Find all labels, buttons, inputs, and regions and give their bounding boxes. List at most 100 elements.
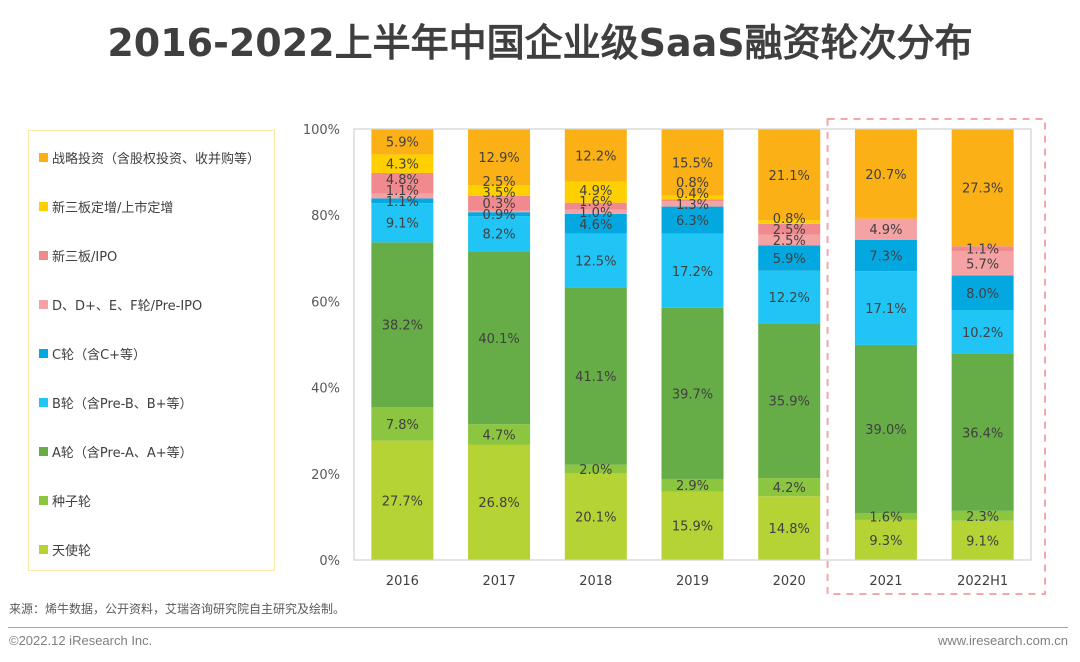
bar-segment — [564, 213, 627, 234]
data-label: 15.9% — [672, 520, 713, 535]
bar-segment — [371, 406, 434, 441]
data-label: 12.9% — [478, 151, 519, 166]
bar-segment — [371, 203, 434, 243]
bar-segment — [661, 129, 724, 196]
data-label: 2.5% — [483, 175, 516, 190]
data-label: 9.3% — [869, 534, 902, 549]
bar-segment — [564, 202, 627, 210]
legend-swatch — [39, 153, 48, 162]
data-label: 2.3% — [966, 510, 999, 525]
legend-swatch — [39, 398, 48, 407]
bar-segment — [564, 209, 627, 214]
legend-label: 新三板定增/上市定增 — [52, 201, 174, 216]
website-link[interactable]: www.iresearch.com.cn — [937, 633, 1068, 648]
bar-segment — [468, 185, 531, 196]
bar-segment — [951, 246, 1014, 251]
copyright: ©2022.12 iResearch Inc. — [9, 633, 153, 648]
data-label: 27.3% — [962, 181, 1003, 196]
bar-segment — [564, 181, 627, 203]
legend-label: B轮（含Pre-B、B+等） — [52, 397, 193, 412]
legend-item: 天使轮 — [39, 540, 91, 559]
y-tick-label: 80% — [311, 209, 340, 224]
data-label: 8.0% — [966, 287, 999, 302]
bar-segment — [951, 510, 1014, 521]
bar-segment — [468, 251, 531, 425]
legend-label: A轮（含Pre-A、A+等） — [52, 446, 193, 461]
data-label: 39.0% — [865, 423, 906, 438]
y-tick-label: 0% — [319, 554, 340, 569]
data-label: 2.0% — [579, 463, 612, 478]
x-tick-label: 2018 — [579, 574, 612, 589]
data-label: 1.0% — [579, 206, 612, 221]
bar-segment — [371, 242, 434, 407]
data-label: 27.7% — [382, 494, 423, 509]
x-tick-label: 2020 — [773, 574, 806, 589]
bar-segment — [854, 271, 917, 345]
bar-segment — [661, 199, 724, 201]
bar-segment — [951, 520, 1014, 560]
data-label: 5.9% — [386, 136, 419, 151]
data-label: 1.1% — [386, 195, 419, 210]
legend-label: 新三板/IPO — [52, 250, 118, 265]
data-label: 36.4% — [962, 426, 1003, 441]
bar-segment — [951, 275, 1014, 311]
highlight-dashed-box — [826, 118, 1046, 595]
bar-segment — [371, 440, 434, 560]
data-label: 26.8% — [478, 496, 519, 511]
data-label: 10.2% — [962, 326, 1003, 341]
data-label: 17.1% — [865, 302, 906, 317]
y-tick-label: 60% — [311, 295, 340, 310]
bar-segment — [661, 200, 724, 207]
bar-segment — [564, 129, 627, 182]
data-label: 4.6% — [579, 218, 612, 233]
axes-group: 0% 20% 40% 60% 80% 100% 2016 2017 2018 2019 2020 20… — [303, 118, 1046, 595]
data-label: 1.6% — [579, 195, 612, 210]
data-label: 4.3% — [386, 158, 419, 173]
data-label: 0.8% — [773, 212, 806, 227]
data-label: 1.1% — [966, 243, 999, 258]
bar-segment — [371, 193, 434, 199]
data-label: 12.5% — [575, 255, 616, 270]
legend-swatch — [39, 300, 48, 309]
data-label: 38.2% — [382, 319, 423, 334]
bar-segment — [758, 234, 821, 246]
y-tick-label: 100% — [303, 123, 340, 138]
data-label: 2.5% — [773, 223, 806, 238]
data-label: 1.1% — [386, 184, 419, 199]
legend-swatch — [39, 545, 48, 554]
data-label: 9.1% — [386, 217, 419, 232]
bar-segment — [371, 198, 434, 204]
bar-segment — [468, 212, 531, 217]
legend-label: C轮（含C+等） — [52, 348, 147, 363]
x-tick-label: 2022H1 — [957, 574, 1008, 589]
plot-frame — [353, 128, 1032, 561]
bar-segment — [564, 473, 627, 560]
chart-title: 2016-2022上半年中国企业级SaaS融资轮次分布 — [107, 21, 973, 65]
bar-segment — [371, 129, 434, 155]
x-tick-label: 2019 — [676, 574, 709, 589]
bar-segment — [951, 353, 1014, 511]
data-label: 20.1% — [575, 511, 616, 526]
bar-segment — [951, 250, 1014, 276]
legend-item: 新三板/IPO — [39, 246, 117, 265]
bar-segment — [758, 220, 821, 224]
data-label: 12.2% — [575, 149, 616, 164]
data-label: 39.7% — [672, 387, 713, 402]
bar-segment — [564, 287, 627, 465]
data-label: 4.9% — [869, 223, 902, 238]
data-label: 20.7% — [865, 168, 906, 183]
bar-segment — [661, 195, 724, 200]
data-label: 21.1% — [769, 169, 810, 184]
data-label: 17.2% — [672, 265, 713, 280]
legend-item: 新三板定增/上市定增 — [39, 197, 173, 216]
legend-item: A轮（含Pre-A、A+等） — [39, 442, 193, 461]
data-label: 40.1% — [478, 332, 519, 347]
legend-label: 天使轮 — [52, 544, 92, 559]
bar-segment — [468, 424, 531, 445]
bar-segment — [854, 218, 917, 240]
legend-swatch — [39, 202, 48, 211]
x-tick-label: 2016 — [386, 574, 419, 589]
legend-label: D、D+、E、F轮/Pre-IPO — [52, 299, 203, 314]
bar-segment — [854, 519, 917, 560]
